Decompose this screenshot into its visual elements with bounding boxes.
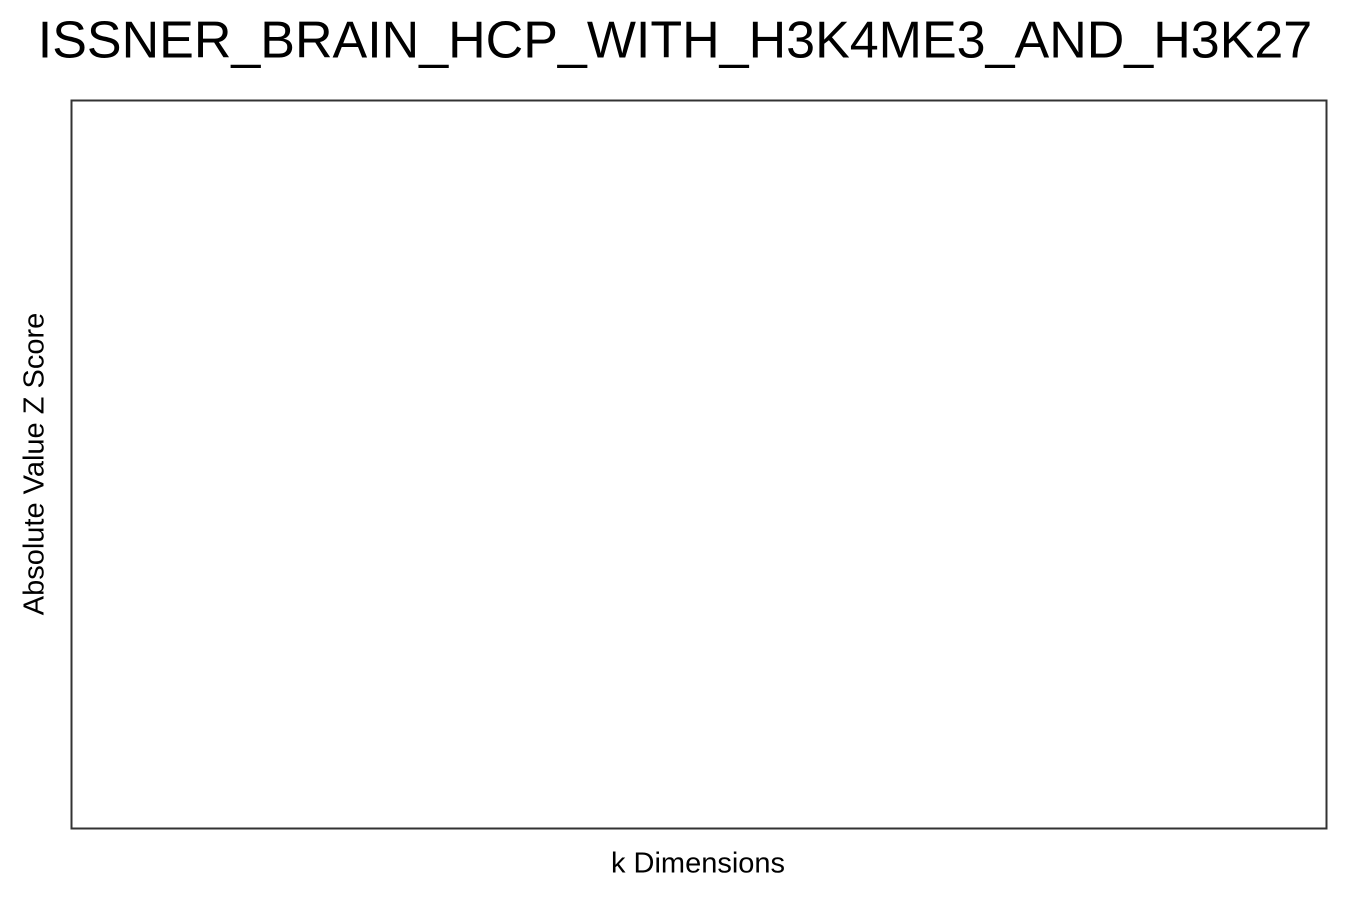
chart-title: ISSNER_BRAIN_HCP_WITH_H3K4ME3_AND_H3K27 <box>38 12 1312 70</box>
y-axis-label: Absolute Value Z Score <box>19 313 51 616</box>
x-axis-label: k Dimensions <box>611 848 785 880</box>
plot-frame <box>70 99 1328 830</box>
